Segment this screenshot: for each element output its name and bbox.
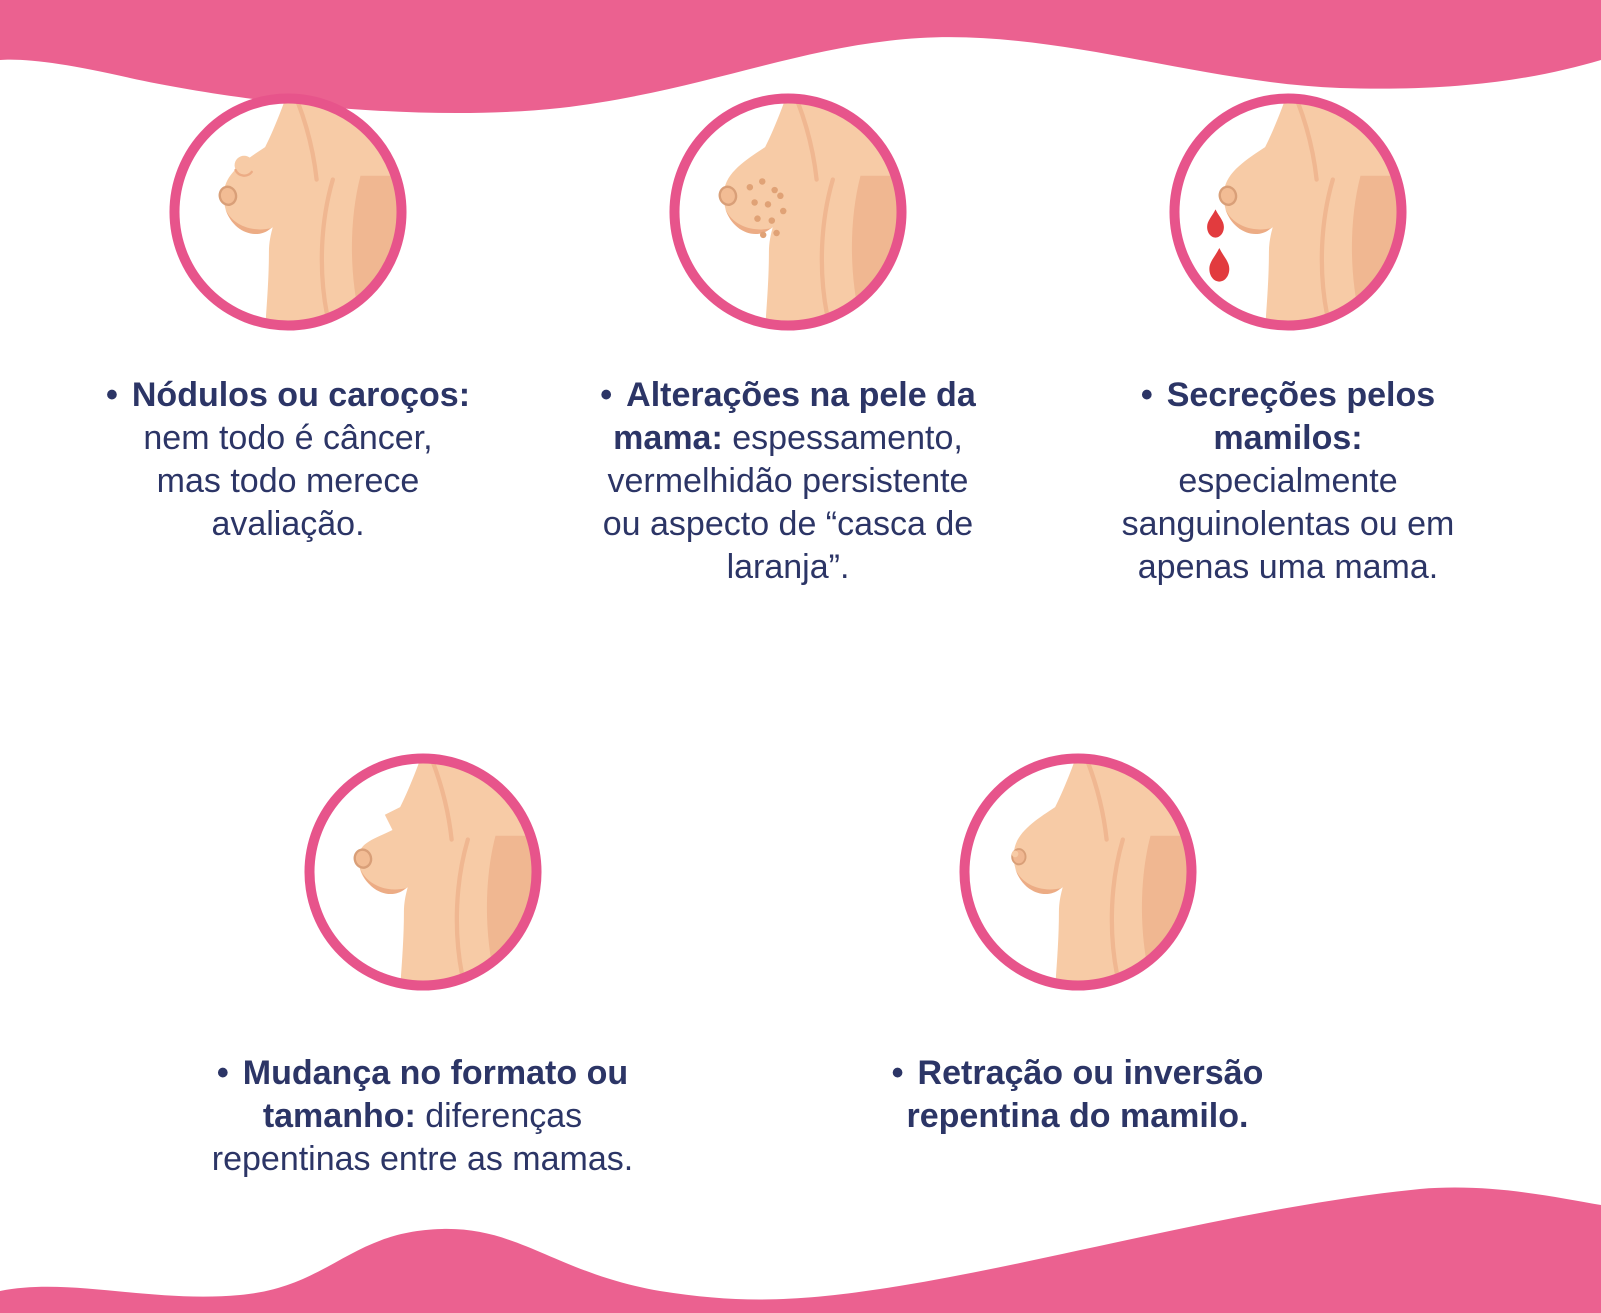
nipple xyxy=(1218,185,1238,206)
symptom-text-line: laranja”. xyxy=(726,548,850,586)
symptom-text-line: • Alterações na pele da xyxy=(600,374,976,417)
symptom-description: • Alterações na pele da mama: espessament… xyxy=(600,374,976,589)
symptom-text-line: avaliação. xyxy=(211,505,365,543)
orange-peel-dots xyxy=(746,178,787,239)
symptom-card-shape-change: • Mudança no formato ou tamanho: diferenç… xyxy=(95,748,750,1181)
symptom-card-nipple-retraction: • Retração ou inversão repentina do mamil… xyxy=(750,748,1405,1181)
breast-inverted-nipple-icon xyxy=(958,753,1197,991)
symptom-text-line: tamanho: diferenças xyxy=(262,1097,583,1135)
symptom-text-line: ou aspecto de “casca de xyxy=(602,505,974,543)
lump-bump xyxy=(234,155,254,175)
symptom-title: Retração ou inversão xyxy=(917,1054,1264,1092)
nipple xyxy=(353,848,372,869)
bullet-icon: • xyxy=(1140,376,1153,414)
breast-with-secretion-drops-icon xyxy=(1169,93,1407,331)
symptom-description: • Mudança no formato ou tamanho: diferenç… xyxy=(212,1052,633,1181)
symptom-text-line: • Retração ou inversão xyxy=(892,1052,1264,1095)
breast-with-skin-dots-icon xyxy=(669,93,907,331)
bullet-icon: • xyxy=(105,376,118,414)
symptom-text-line: mama: espessamento, xyxy=(613,419,963,457)
illustration-circle xyxy=(664,88,912,336)
symptom-title: Nódulos ou caroços: xyxy=(131,376,471,414)
symptom-title: Mudança no formato ou xyxy=(242,1054,629,1092)
symptom-text-line: • Mudança no formato ou xyxy=(212,1052,633,1095)
symptom-text-line: • Nódulos ou caroços: xyxy=(106,374,470,417)
symptom-description: • Retração ou inversão repentina do mamil… xyxy=(892,1052,1264,1138)
footer-wave-decoration xyxy=(0,1187,1601,1313)
nipple xyxy=(718,185,738,206)
symptom-text-line: mamilos: xyxy=(1213,419,1363,457)
symptom-title: Secreções pelos xyxy=(1166,376,1436,414)
symptom-row-top: • Nódulos ou caroços: nem todo é câncer, … xyxy=(38,88,1538,589)
bullet-icon: • xyxy=(891,1054,904,1092)
header-wave-decoration xyxy=(0,0,1601,114)
symptom-card-lumps: • Nódulos ou caroços: nem todo é câncer, … xyxy=(38,88,538,589)
symptom-text-line: especialmente xyxy=(1178,462,1398,500)
symptom-text-line: apenas uma mama. xyxy=(1137,548,1439,586)
symptom-card-secretions: • Secreções pelos mamilos: especialmente … xyxy=(1038,88,1538,589)
illustration-circle xyxy=(1164,88,1412,336)
breast-shape-change-icon xyxy=(303,753,542,991)
blood-drops xyxy=(1207,209,1230,282)
nipple xyxy=(218,185,238,206)
symptom-text-line: mas todo merece xyxy=(156,462,420,500)
symptom-text-line: • Secreções pelos xyxy=(1122,374,1455,417)
symptom-description: • Nódulos ou caroços: nem todo é câncer, … xyxy=(106,374,470,546)
symptom-card-skin-changes: • Alterações na pele da mama: espessament… xyxy=(538,88,1038,589)
breast-with-lump-icon xyxy=(169,93,407,331)
bullet-icon: • xyxy=(216,1054,229,1092)
symptom-title: Alterações na pele da xyxy=(626,376,976,414)
illustration-circle xyxy=(164,88,412,336)
symptom-text-line: sanguinolentas ou em xyxy=(1121,505,1455,543)
symptom-text-line: nem todo é câncer, xyxy=(143,419,433,457)
symptom-text-line: repentina do mamilo. xyxy=(906,1097,1249,1135)
symptom-row-bottom: • Mudança no formato ou tamanho: diferenç… xyxy=(95,748,1405,1181)
inverted-nipple xyxy=(1010,848,1026,866)
bullet-icon: • xyxy=(600,376,613,414)
symptom-text-line: vermelhidão persistente xyxy=(607,462,969,500)
symptom-description: • Secreções pelos mamilos: especialmente … xyxy=(1122,374,1455,589)
illustration-circle xyxy=(299,748,547,996)
symptom-text-line: repentinas entre as mamas. xyxy=(211,1140,634,1178)
illustration-circle xyxy=(954,748,1202,996)
